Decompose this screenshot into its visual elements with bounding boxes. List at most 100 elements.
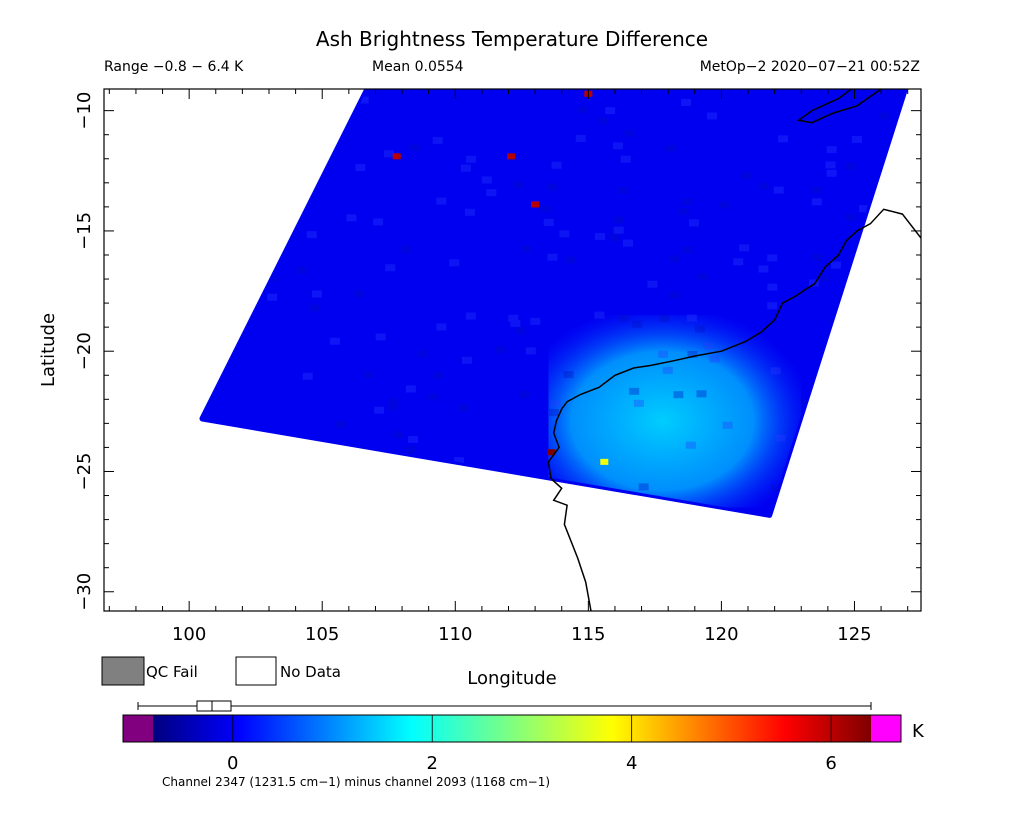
hotspot-5 — [531, 201, 540, 208]
texture-pixel — [767, 283, 778, 291]
texture-pixel — [125, 455, 135, 462]
texture-pixel — [901, 450, 905, 458]
x-tick-label: 100 — [172, 624, 206, 645]
colorbar-frame — [122, 714, 902, 743]
coastline-layer — [547, 89, 921, 611]
y-axis: −10 −15 −20 −25 −30 — [74, 92, 921, 611]
colorbar-ticks: 0 2 4 6 — [227, 715, 837, 774]
texture-pixel — [818, 274, 829, 282]
texture-pixel — [879, 112, 890, 120]
texture-pixel — [909, 377, 919, 384]
texture-pixel — [299, 109, 310, 117]
texture-pixel — [844, 583, 854, 590]
texture-pixel — [681, 98, 692, 106]
texture-pixel — [496, 492, 507, 500]
texture-pixel — [465, 155, 476, 163]
texture-pixel — [605, 493, 616, 501]
texture-pixel — [624, 129, 635, 137]
texture-pixel — [598, 117, 609, 125]
texture-pixel — [436, 197, 447, 205]
texture-pixel — [292, 189, 303, 197]
texture-pixel — [373, 218, 384, 226]
chart-title: Ash Brightness Temperature Difference — [316, 27, 708, 51]
texture-pixel — [771, 484, 782, 492]
texture-pixel — [208, 438, 219, 446]
texture-pixel — [375, 531, 385, 538]
texture-pixel — [436, 323, 447, 331]
texture-pixel — [243, 570, 253, 577]
texture-pixel — [525, 347, 536, 355]
colorbar-caption: Channel 2347 (1231.5 cm−1) minus channel… — [162, 775, 550, 789]
texture-pixel — [585, 490, 596, 498]
texture-pixel — [346, 214, 357, 222]
texture-pixel — [469, 524, 479, 531]
texture-pixel — [595, 233, 606, 241]
texture-pixel — [460, 543, 470, 550]
texture-pixel — [673, 391, 684, 399]
texture-pixel — [546, 183, 557, 191]
texture-pixel — [559, 230, 570, 238]
texture-pixel — [605, 107, 616, 115]
texture-pixel — [408, 435, 419, 443]
texture-pixel — [695, 325, 706, 333]
texture-pixel — [682, 198, 693, 206]
y-tick-label: −25 — [74, 453, 95, 491]
texture-pixel — [830, 528, 840, 535]
texture-pixel — [686, 314, 697, 322]
swath-layer — [105, 89, 927, 605]
texture-pixel — [719, 201, 730, 209]
qc-fail-label: QC Fail — [146, 663, 198, 681]
texture-pixel — [588, 539, 598, 546]
texture-pixel — [884, 325, 895, 333]
texture-pixel — [697, 273, 708, 281]
x-tick-label: 105 — [305, 624, 339, 645]
texture-pixel — [202, 495, 212, 503]
texture-pixel — [887, 598, 897, 605]
texture-pixel — [618, 186, 629, 194]
texture-pixel — [298, 150, 309, 158]
texture-pixel — [613, 226, 624, 234]
texture-pixel — [767, 254, 778, 262]
texture-pixel — [461, 356, 472, 364]
texture-pixel — [525, 525, 535, 532]
texture-pixel — [147, 461, 157, 468]
texture-pixel — [105, 175, 115, 182]
texture-pixel — [202, 283, 210, 291]
texture-pixel — [838, 521, 848, 528]
texture-pixel — [114, 404, 124, 411]
texture-pixel — [508, 314, 519, 322]
texture-pixel — [609, 234, 620, 242]
texture-pixel — [510, 320, 521, 328]
texture-pixel — [302, 372, 313, 380]
colorbar-tick-label: 2 — [426, 753, 437, 774]
texture-pixel — [678, 208, 689, 216]
texture-pixel — [917, 591, 927, 598]
texture-pixel — [405, 385, 416, 393]
texture-pixel — [411, 563, 421, 570]
colorbar-tick-label: 4 — [626, 753, 637, 774]
colorbar-tick-label: 6 — [825, 753, 836, 774]
texture-pixel — [889, 239, 900, 247]
texture-pixel — [177, 580, 187, 587]
texture-pixel — [204, 576, 214, 583]
texture-pixel — [826, 169, 837, 177]
texture-pixel — [612, 142, 623, 150]
hotspot-1 — [600, 458, 609, 465]
texture-pixel — [387, 403, 398, 411]
texture-pixel — [704, 342, 715, 350]
texture-pixel — [113, 92, 123, 99]
texture-pixel — [429, 488, 440, 496]
texture-pixel — [494, 345, 505, 353]
x-tick-label: 125 — [837, 624, 871, 645]
texture-pixel — [228, 127, 239, 135]
colorbar-tick-label: 0 — [227, 753, 238, 774]
texture-pixel — [722, 421, 733, 429]
texture-pixel — [682, 246, 693, 254]
texture-pixel — [113, 481, 123, 488]
texture-pixel — [309, 304, 320, 312]
colorbar-above-range — [871, 715, 901, 742]
texture-pixel — [113, 114, 123, 121]
texture-pixel — [432, 136, 443, 144]
texture-pixel — [883, 211, 894, 219]
texture-pixel — [758, 182, 769, 190]
